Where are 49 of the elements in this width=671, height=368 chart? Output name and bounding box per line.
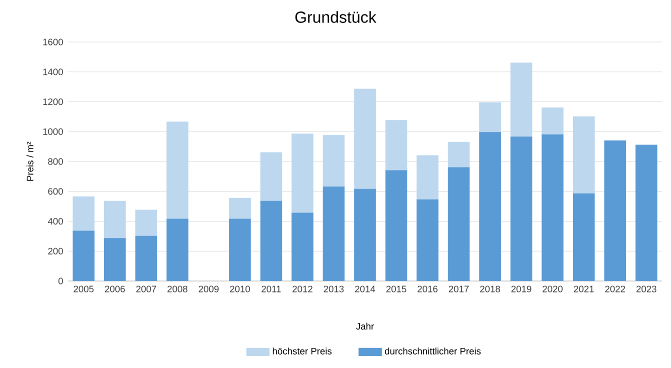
y-tick-label: 1400 (43, 68, 63, 76)
bar (322, 135, 345, 188)
x-tick-label: 2012 (292, 286, 312, 292)
y-tick-label: 1600 (43, 38, 63, 46)
y-axis-title: Preis / m² (26, 142, 34, 181)
bar (385, 120, 408, 171)
bar (229, 198, 251, 220)
x-tick-label: 2005 (74, 286, 94, 292)
x-tick-label: 2016 (418, 286, 438, 292)
x-tick-label: 2018 (480, 286, 500, 292)
bar (448, 142, 470, 168)
y-tick-label: 400 (48, 218, 63, 225)
y-tick-label: 800 (48, 158, 63, 165)
x-tick-label: 2017 (448, 286, 469, 292)
chart-title: Grundstück (295, 11, 376, 23)
bar (292, 134, 314, 214)
bar (166, 122, 188, 220)
y-tick-label: 0 (58, 278, 63, 284)
x-tick-label: 2022 (605, 286, 626, 292)
y-tick-label: 600 (48, 188, 63, 195)
x-tick-label: 2021 (574, 286, 594, 292)
x-tick-label: 2010 (230, 286, 250, 292)
legend-label: höchster Preis (272, 348, 332, 354)
x-tick-label: 2008 (168, 286, 188, 292)
y-tick-label: 200 (48, 248, 63, 254)
x-tick-label: 2014 (355, 286, 376, 292)
x-tick-label: 2019 (511, 286, 532, 292)
bar (104, 200, 126, 239)
legend-label: durchschnittlicher Preis (384, 348, 481, 354)
y-tick-label: 1000 (43, 128, 63, 135)
bar (510, 62, 532, 138)
x-tick-label: 2007 (136, 286, 156, 292)
x-axis-title: Jahr (356, 322, 374, 330)
bar (354, 88, 376, 190)
x-tick-label: 2009 (198, 286, 219, 292)
bar (72, 196, 95, 232)
y-tick-label: 1200 (43, 98, 63, 106)
x-tick-label: 2020 (542, 286, 563, 292)
bar (479, 102, 501, 133)
x-tick-label: 2015 (386, 286, 406, 292)
bar (260, 152, 282, 202)
x-tick-label: 2011 (262, 286, 281, 292)
bar (572, 116, 595, 194)
x-tick-label: 2013 (324, 286, 344, 292)
bar (416, 155, 438, 200)
bar (542, 107, 564, 135)
x-tick-label: 2023 (636, 286, 656, 292)
x-tick-label: 2006 (104, 286, 125, 292)
bar (135, 210, 158, 236)
